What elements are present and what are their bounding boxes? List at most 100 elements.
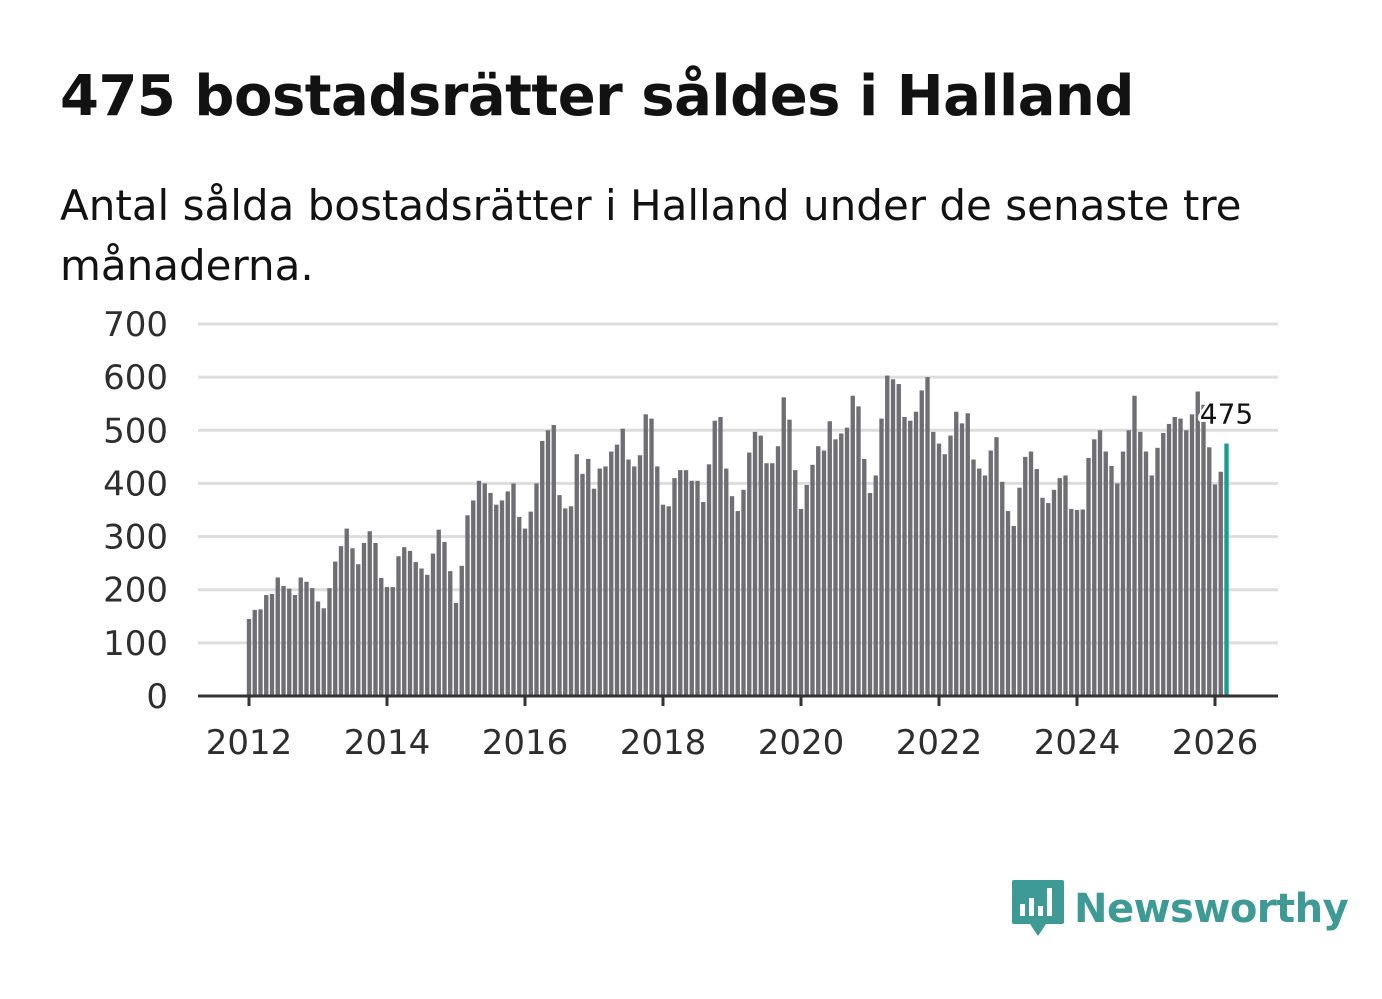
bar — [1017, 487, 1022, 696]
bar — [896, 384, 901, 696]
bar — [1092, 439, 1097, 696]
bar — [649, 418, 654, 696]
bar — [902, 417, 907, 696]
bar — [804, 485, 809, 696]
bar — [505, 491, 510, 696]
bar — [287, 588, 292, 696]
bar — [994, 437, 999, 696]
bar — [563, 508, 568, 696]
bar — [620, 428, 625, 696]
bar — [275, 577, 280, 696]
bar — [867, 492, 873, 696]
bar — [252, 609, 257, 696]
y-tick-label-100: 100 — [103, 624, 168, 664]
bar — [379, 578, 384, 696]
bar — [1109, 465, 1114, 696]
x-tick-label-2016: 2016 — [482, 723, 569, 763]
bar — [442, 541, 447, 696]
bar — [1051, 489, 1057, 696]
x-tick-label-2024: 2024 — [1034, 723, 1121, 763]
bar — [948, 435, 953, 696]
bar — [735, 511, 740, 696]
bar — [310, 588, 315, 696]
bar — [982, 475, 988, 696]
bar — [1195, 391, 1200, 696]
bar — [793, 470, 798, 696]
brand-logo: Newsworthy — [1010, 878, 1349, 940]
y-tick-label-300: 300 — [103, 518, 168, 558]
bar — [701, 502, 706, 696]
bar — [965, 413, 970, 696]
bar — [1161, 432, 1166, 696]
bar — [1011, 525, 1016, 696]
bar — [1155, 447, 1160, 696]
bar — [545, 430, 551, 696]
bar — [511, 483, 516, 696]
bars — [246, 375, 1229, 696]
bar — [471, 500, 476, 696]
bar — [298, 577, 303, 696]
bar — [1166, 423, 1172, 696]
chart-subtitle: Antal sålda bostadsrätter i Halland unde… — [60, 181, 1242, 290]
bar — [1178, 418, 1183, 696]
bar — [827, 421, 832, 696]
bar — [453, 603, 459, 696]
bar — [540, 440, 545, 696]
bar-highlight — [1224, 443, 1229, 696]
bar — [821, 450, 827, 696]
bar — [1086, 457, 1091, 696]
bar — [1218, 471, 1223, 696]
bar — [770, 463, 775, 696]
bar — [396, 556, 401, 696]
bar — [810, 464, 815, 696]
bar — [1074, 510, 1080, 696]
bar — [1057, 478, 1062, 696]
y-tick-label-0: 0 — [146, 677, 168, 717]
bar — [724, 468, 729, 696]
bar — [1069, 508, 1074, 696]
bar — [689, 480, 694, 696]
bar — [356, 564, 361, 696]
bar — [1040, 497, 1045, 696]
bar — [517, 516, 522, 696]
bar — [534, 483, 539, 696]
bar — [729, 496, 735, 696]
bar — [361, 542, 367, 696]
bar — [436, 529, 441, 696]
bar — [816, 446, 821, 696]
bar — [494, 504, 499, 696]
bar — [747, 452, 752, 696]
bar — [913, 411, 919, 696]
x-tick-label-2020: 2020 — [758, 723, 845, 763]
bar — [258, 609, 263, 696]
bar — [344, 528, 349, 696]
bar — [1132, 395, 1137, 696]
bar — [672, 478, 677, 696]
bar — [626, 459, 631, 696]
bar — [528, 511, 533, 696]
bar — [873, 475, 878, 696]
bar — [476, 480, 482, 696]
bar — [931, 431, 936, 696]
bar — [373, 542, 378, 696]
bar — [844, 427, 850, 696]
bar — [706, 464, 712, 696]
bar — [413, 562, 418, 696]
bar — [591, 488, 597, 696]
bar — [632, 466, 637, 696]
bar — [752, 431, 758, 696]
bar — [465, 515, 470, 696]
bar — [885, 375, 890, 696]
bar — [666, 506, 671, 696]
bar — [839, 433, 844, 696]
bar — [1172, 417, 1177, 696]
bar — [482, 483, 487, 696]
bar — [1115, 483, 1120, 696]
bar — [1126, 430, 1131, 696]
bar — [350, 548, 355, 696]
bar — [1143, 451, 1149, 696]
bar — [603, 466, 608, 696]
bar — [459, 565, 464, 696]
bar — [448, 571, 453, 696]
bar — [488, 492, 493, 696]
